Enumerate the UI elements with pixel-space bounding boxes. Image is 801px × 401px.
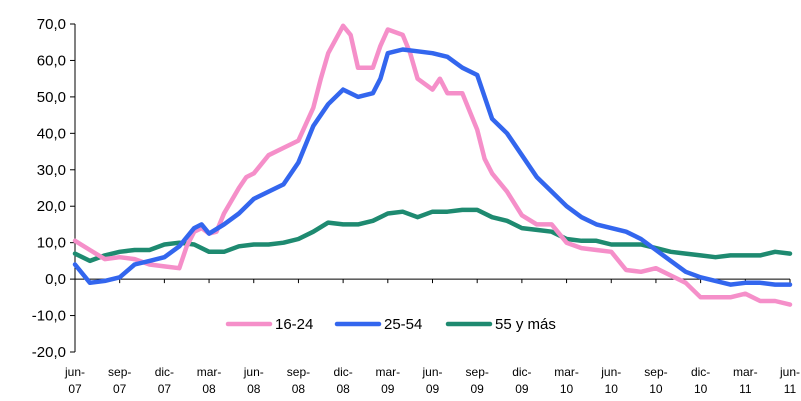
y-tick-label: 0,0	[45, 271, 66, 288]
x-tick-month: jun-	[600, 365, 621, 379]
x-tick-label: jun- 11	[779, 365, 800, 396]
y-tick-label: -10,0	[32, 308, 66, 325]
x-tick-year: 09	[426, 382, 440, 396]
x-tick-month: jun-	[64, 365, 85, 379]
x-tick-year: 08	[292, 382, 306, 396]
x-tick-label: sep- 08	[287, 365, 310, 396]
x-tick-month: dic-	[333, 365, 352, 379]
x-tick-month: mar-	[375, 365, 400, 379]
legend: 16-24 25-54 55 y más	[225, 316, 556, 333]
y-tick-label: 50,0	[37, 89, 66, 106]
y-tick-label: 70,0	[37, 16, 66, 33]
x-tick-month: sep-	[466, 365, 489, 379]
x-tick-month: dic-	[155, 365, 174, 379]
legend-label: 55 y más	[495, 316, 556, 333]
legend-label: 16-24	[275, 316, 313, 333]
x-tick-year: 11	[739, 382, 752, 396]
x-tick-year: 07	[68, 382, 82, 396]
y-tick-label: -20,0	[32, 344, 66, 361]
y-tick-label: 10,0	[37, 235, 66, 252]
x-tick-label: mar- 10	[554, 365, 579, 396]
y-tick-label: 60,0	[37, 52, 66, 69]
y-axis: 70,0 60,0 50,0 40,0 30,0 20,0 10,0 0,0 -10,0 -20,…	[32, 16, 76, 361]
x-tick-month: sep-	[287, 365, 310, 379]
legend-label: 25-54	[384, 316, 422, 333]
x-tick-label: sep- 07	[108, 365, 131, 396]
x-tick-month: sep-	[644, 365, 667, 379]
x-tick-month: dic-	[512, 365, 531, 379]
x-tick-label: jun- 08	[243, 365, 264, 396]
x-axis: jun-07sep-07dic-07mar-08jun-08sep-08dic-…	[64, 278, 800, 396]
x-tick-month: sep-	[108, 365, 131, 379]
y-tick-label: 20,0	[37, 198, 66, 215]
x-tick-month: dic-	[691, 365, 710, 379]
x-tick-month: jun-	[421, 365, 442, 379]
x-tick-label: mar- 08	[197, 365, 222, 396]
x-tick-year: 08	[202, 382, 216, 396]
x-tick-year: 10	[694, 382, 708, 396]
x-tick-label: sep- 10	[644, 365, 667, 396]
x-tick-year: 11	[784, 382, 797, 396]
x-tick-year: 10	[605, 382, 619, 396]
x-tick-month: jun-	[243, 365, 264, 379]
series-line-1	[72, 23, 793, 307]
x-tick-month: mar-	[197, 365, 222, 379]
x-tick-year: 09	[471, 382, 485, 396]
x-tick-label: jun- 09	[421, 365, 442, 396]
x-tick-label: dic- 07	[155, 365, 174, 396]
y-tick-label: 30,0	[37, 162, 66, 179]
y-tick-label: 40,0	[37, 125, 66, 142]
x-tick-month: mar-	[554, 365, 579, 379]
x-tick-label: jun- 07	[64, 365, 85, 396]
x-tick-month: jun-	[779, 365, 800, 379]
x-tick-year: 09	[381, 382, 395, 396]
x-tick-month: mar-	[733, 365, 758, 379]
x-tick-label: dic- 10	[691, 365, 710, 396]
x-tick-year: 07	[113, 382, 127, 396]
x-tick-year: 10	[560, 382, 574, 396]
x-tick-label: jun- 10	[600, 365, 621, 396]
x-tick-label: mar- 11	[733, 365, 758, 396]
x-tick-label: sep- 09	[466, 365, 489, 396]
series-line-3	[72, 207, 793, 264]
x-tick-label: mar- 09	[375, 365, 400, 396]
series-lines	[72, 23, 793, 307]
x-tick-year: 10	[649, 382, 663, 396]
x-tick-year: 08	[336, 382, 350, 396]
x-tick-label: dic- 08	[333, 365, 352, 396]
x-tick-year: 08	[247, 382, 261, 396]
x-tick-label: dic- 09	[512, 365, 531, 396]
series-line-2	[72, 47, 793, 287]
x-tick-year: 07	[158, 382, 172, 396]
x-tick-year: 09	[515, 382, 529, 396]
